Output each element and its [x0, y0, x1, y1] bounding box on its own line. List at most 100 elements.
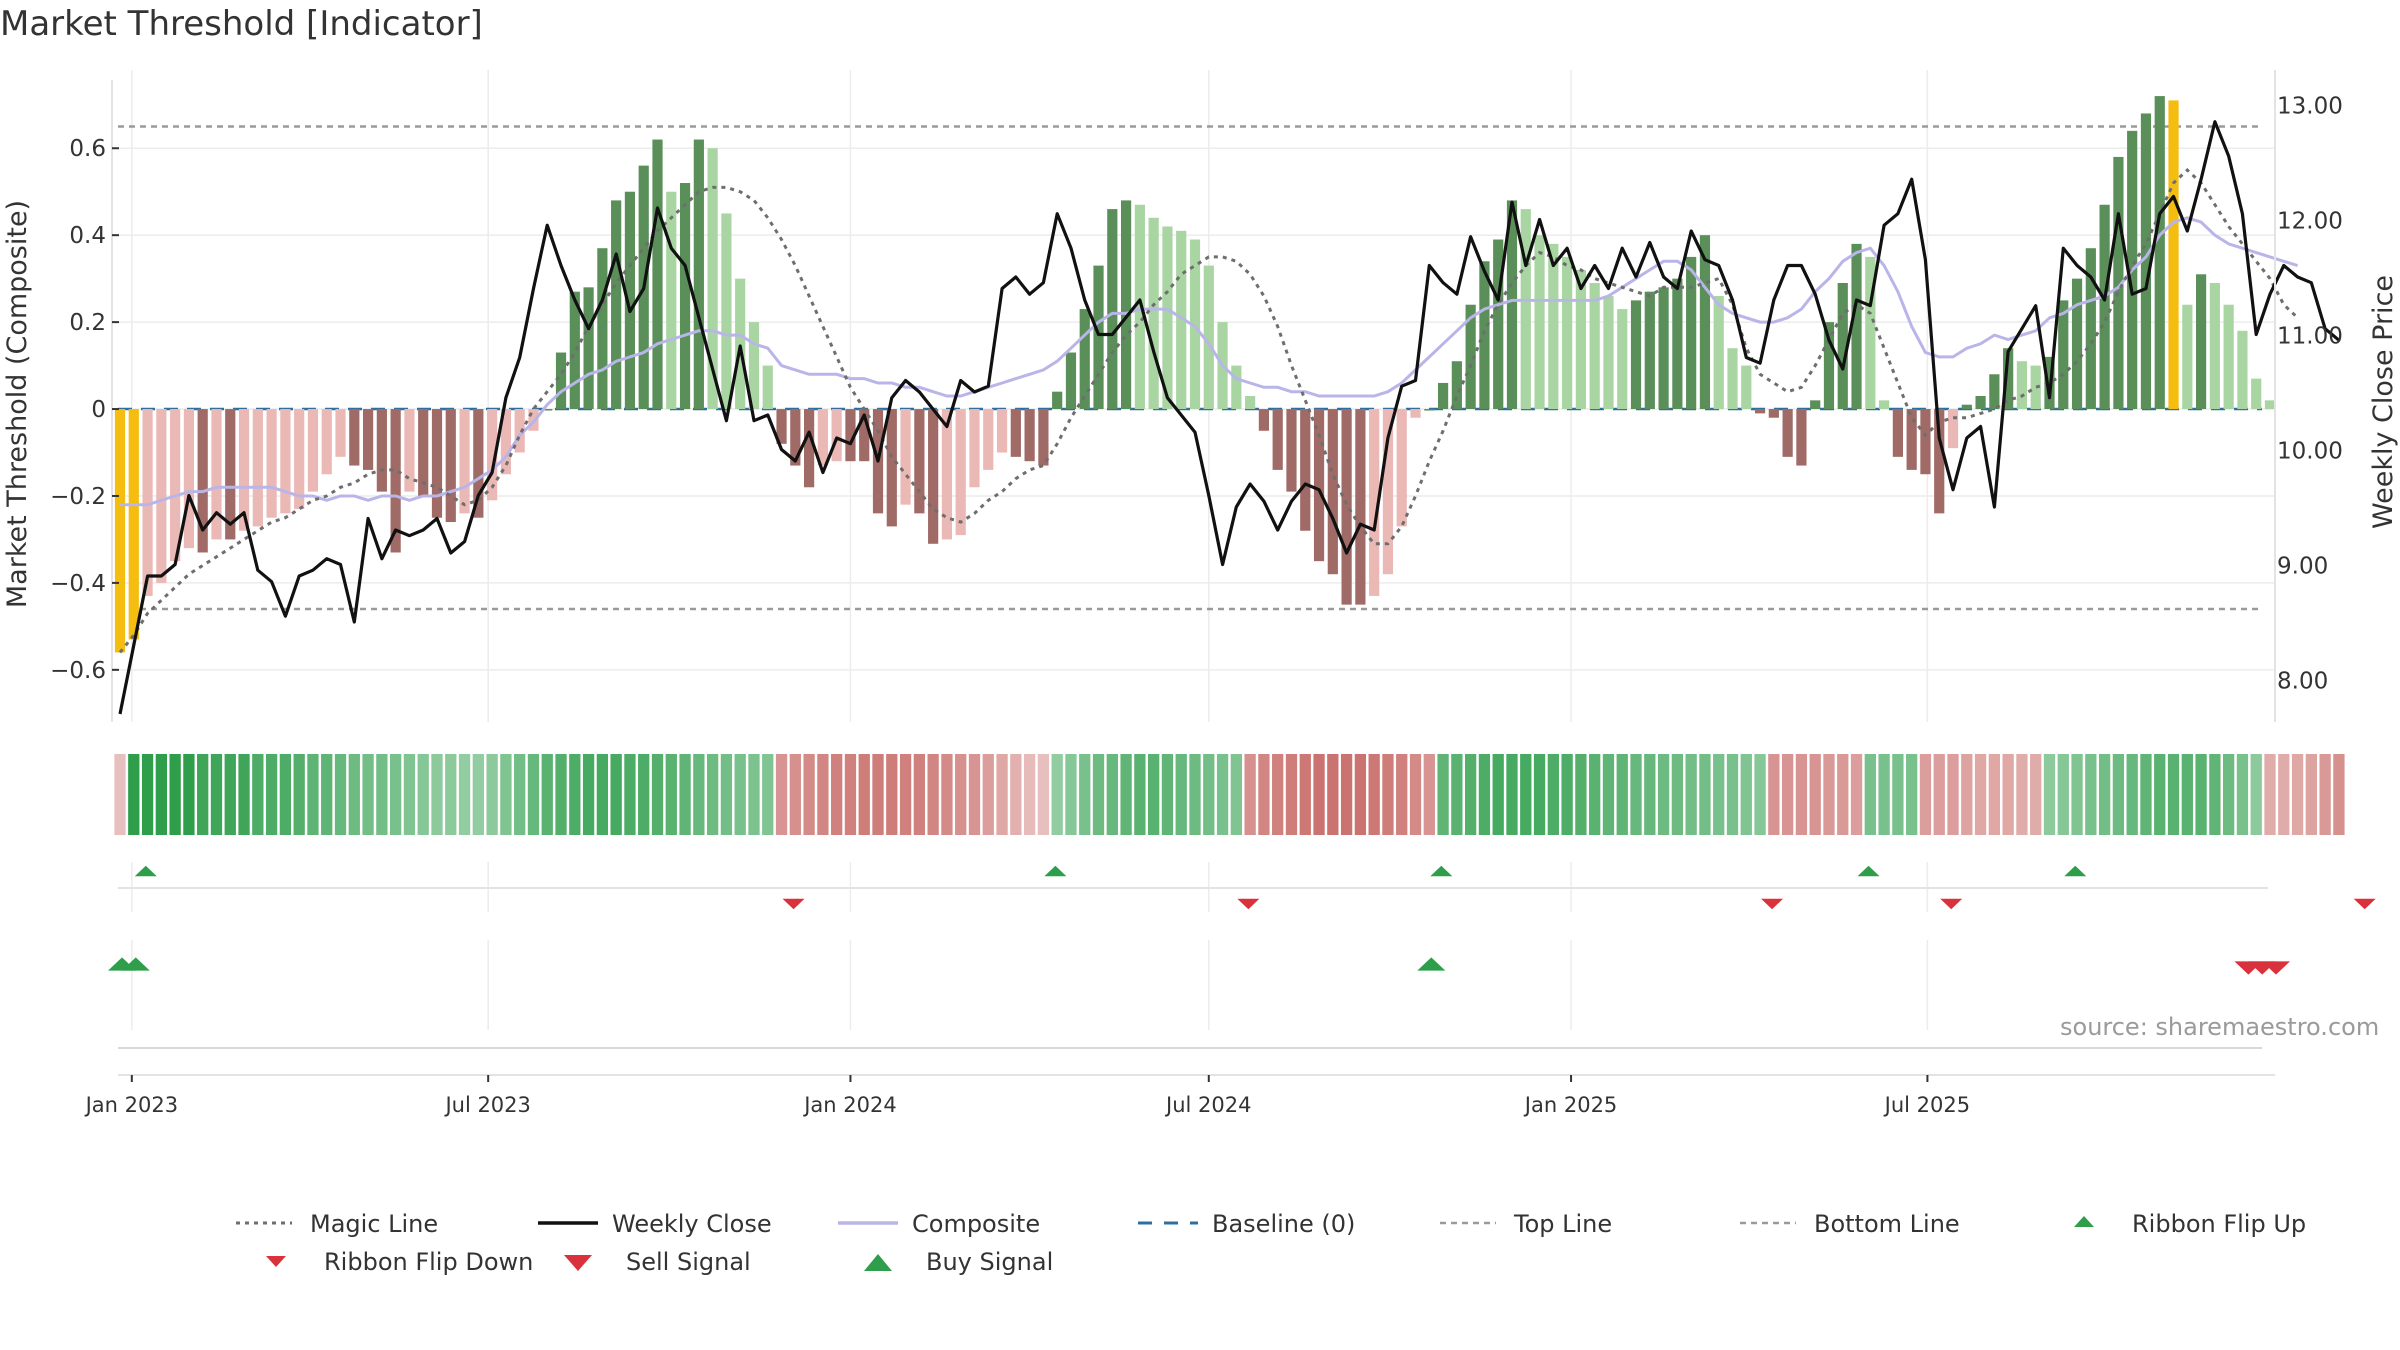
- composite-bar: [1686, 256, 1697, 410]
- composite-bar: [1975, 396, 1986, 410]
- series-lines: [118, 120, 2340, 715]
- composite-bar: [1258, 409, 1270, 431]
- ribbon-cell: [1961, 754, 1973, 835]
- composite-bar: [1465, 304, 1476, 410]
- composite-bar: [1148, 217, 1159, 410]
- y-tick-label: −0.4: [50, 571, 106, 597]
- legend-label: Buy Signal: [926, 1248, 1054, 1276]
- ribbon-cell: [1740, 754, 1752, 835]
- composite-bar: [2003, 348, 2014, 410]
- composite-bar: [238, 409, 250, 531]
- composite-bar: [1865, 256, 1876, 410]
- composite-bar: [2209, 282, 2220, 410]
- composite-bar: [2140, 113, 2152, 410]
- ribbon-cell: [1988, 754, 2001, 835]
- composite-bar: [583, 287, 594, 410]
- sell-signal-marker: [2262, 961, 2290, 975]
- composite-bar: [1672, 278, 1683, 410]
- composite-bar: [376, 409, 387, 492]
- legend-item: Baseline (0): [1138, 1206, 1355, 1242]
- ribbon-cell: [403, 754, 416, 835]
- composite-bar: [487, 409, 498, 501]
- composite-bar: [1272, 409, 1283, 470]
- chart-title: Market Threshold [Indicator]: [0, 4, 483, 44]
- composite-bar: [1493, 239, 1504, 410]
- y2-tick-label: 11.00: [2277, 323, 2343, 349]
- ribbon-cell: [720, 754, 733, 835]
- composite-bar: [1506, 200, 1518, 410]
- composite-bar: [1851, 243, 1862, 410]
- composite-bar: [1699, 235, 1711, 410]
- ribbon-cell: [417, 754, 429, 835]
- y-tick-label: −0.6: [50, 658, 106, 684]
- composite-bar: [679, 183, 691, 410]
- weekly-close-line: [118, 120, 2340, 715]
- x-tick-label: Jul 2025: [1883, 1093, 1970, 1117]
- composite-bar: [624, 191, 636, 410]
- composite-bar: [831, 409, 842, 462]
- composite-bar: [514, 409, 525, 453]
- ribbon-cell: [803, 754, 815, 835]
- ribbon-cell: [1313, 754, 1325, 835]
- composite-bar: [2071, 278, 2083, 410]
- y2-tick-label: 10.00: [2277, 438, 2343, 464]
- ribbon-cell: [1919, 754, 1932, 835]
- legend-symbol: [2074, 1216, 2094, 1227]
- composite-bars: [114, 96, 2276, 653]
- composite-bar: [735, 278, 746, 410]
- ribbon-cell: [445, 754, 457, 835]
- composite-bar: [307, 409, 319, 492]
- composite-bar: [1727, 348, 1738, 410]
- composite-bar: [2195, 274, 2207, 410]
- ribbon-cell: [458, 754, 471, 835]
- composite-bar: [1038, 409, 1049, 466]
- composite-bar: [362, 409, 374, 470]
- ribbon-cell: [1644, 754, 1656, 835]
- composite-bar: [555, 352, 567, 410]
- composite-bar: [266, 409, 277, 518]
- composite-bar: [1796, 409, 1807, 466]
- composite-bar: [996, 409, 1008, 453]
- ribbon-cell: [362, 754, 374, 835]
- legend-symbol: [266, 1256, 286, 1267]
- ribbon-cell: [1837, 754, 1849, 835]
- ribbon-cell: [1161, 754, 1174, 835]
- ribbon-cell: [1547, 754, 1559, 835]
- ribbon-cell: [1906, 754, 1918, 835]
- composite-bar: [2099, 204, 2110, 410]
- ribbon-cell: [224, 754, 236, 835]
- ribbon-cell: [858, 754, 870, 835]
- ribbon-cell: [610, 754, 622, 835]
- composite-bar: [652, 139, 663, 410]
- ribbon-cell: [762, 754, 774, 835]
- composite-bar: [211, 409, 222, 540]
- y2-tick-label: 8.00: [2277, 668, 2328, 694]
- ribbon-cell: [706, 754, 719, 835]
- composite-bar: [1782, 409, 1793, 457]
- ribbon-cell: [2195, 754, 2207, 835]
- ribbon-cell: [486, 754, 498, 835]
- ribbon-cell: [1974, 754, 1987, 835]
- composite-bar: [914, 409, 925, 514]
- ribbon-cell: [1244, 754, 1256, 835]
- composite-bar: [611, 200, 622, 410]
- ribbon-cell: [638, 754, 650, 835]
- ribbon-cell: [1340, 754, 1353, 835]
- composite-bar: [1754, 409, 1766, 414]
- legend-label: Sell Signal: [626, 1248, 751, 1276]
- axes: 0.6 0.4 0.2 0 −0.2 −0.4 −0.6 13.00 12.00 11.00 10.…: [2, 70, 2399, 1117]
- ribbon-cell: [2250, 754, 2262, 835]
- ribbon-cell: [2264, 754, 2276, 835]
- ribbon-cell: [1299, 754, 1311, 835]
- composite-bar: [431, 409, 443, 518]
- legend-symbol: [538, 1221, 598, 1225]
- legend-symbol: [864, 1254, 892, 1271]
- ribbon-cell: [1575, 754, 1587, 835]
- ribbon-cell: [1561, 754, 1573, 835]
- legend-label: Composite: [912, 1210, 1041, 1238]
- composite-bar: [183, 409, 195, 549]
- composite-bar: [114, 409, 126, 653]
- ribbon-cell: [376, 754, 388, 835]
- ribbon-cell: [1492, 754, 1504, 835]
